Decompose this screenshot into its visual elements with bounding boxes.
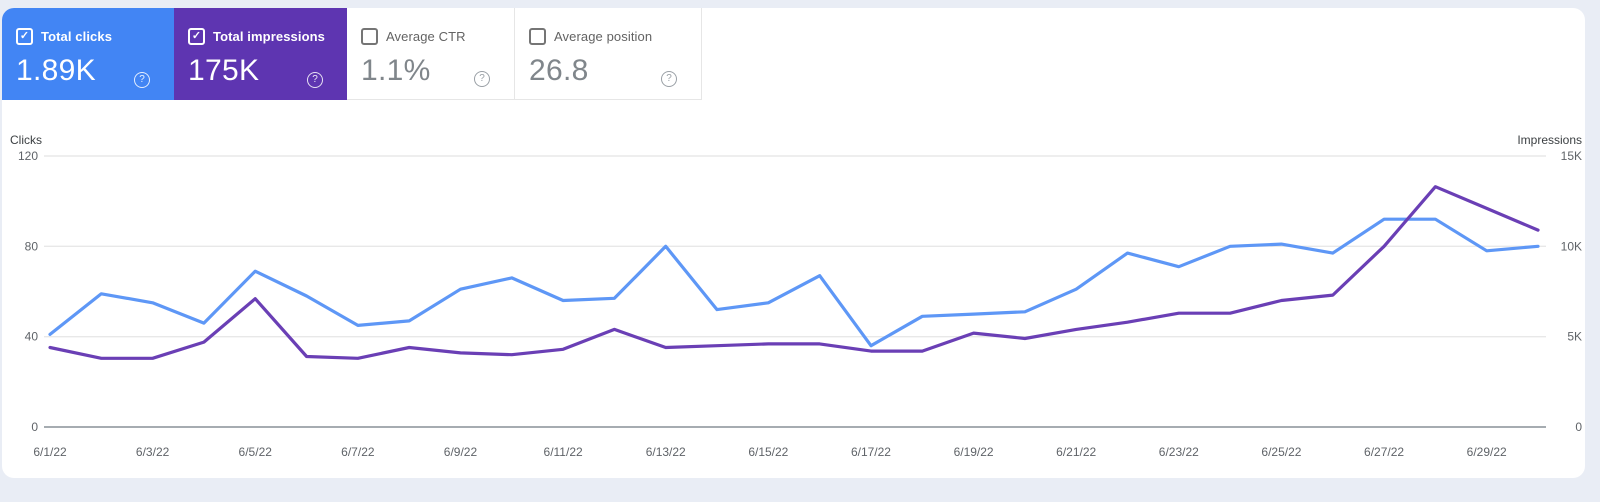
- card-label: Average CTR: [386, 29, 466, 44]
- card-label: Total clicks: [41, 29, 113, 44]
- metric-cards-row: ✓ Total clicks 1.89K ? ✓ Total impressio…: [2, 8, 1585, 100]
- card-label: Total impressions: [213, 29, 325, 44]
- help-icon[interactable]: ?: [661, 71, 677, 87]
- total-clicks-value: 1.89K: [16, 54, 96, 87]
- card-label: Average position: [554, 29, 653, 44]
- metric-card-total-impressions[interactable]: ✓ Total impressions 175K ?: [174, 8, 347, 100]
- total-impressions-value: 175K: [188, 54, 260, 87]
- average-position-value: 26.8: [529, 54, 589, 87]
- help-icon[interactable]: ?: [474, 71, 490, 87]
- performance-panel: ✓ Total clicks 1.89K ? ✓ Total impressio…: [2, 8, 1585, 478]
- card-head: Average CTR: [361, 28, 500, 45]
- help-icon[interactable]: ?: [307, 72, 323, 88]
- card-head: ✓ Total clicks: [16, 28, 160, 45]
- card-head: Average position: [529, 28, 687, 45]
- average-position-checkbox-icon[interactable]: [529, 28, 546, 45]
- metric-card-average-ctr[interactable]: Average CTR 1.1% ?: [347, 8, 515, 100]
- card-head: ✓ Total impressions: [188, 28, 333, 45]
- help-icon[interactable]: ?: [134, 72, 150, 88]
- total-clicks-checkbox-icon[interactable]: ✓: [16, 28, 33, 45]
- metric-card-total-clicks[interactable]: ✓ Total clicks 1.89K ?: [2, 8, 174, 100]
- total-impressions-checkbox-icon[interactable]: ✓: [188, 28, 205, 45]
- average-ctr-value: 1.1%: [361, 54, 431, 87]
- metric-card-average-position[interactable]: Average position 26.8 ?: [515, 8, 702, 100]
- average-ctr-checkbox-icon[interactable]: [361, 28, 378, 45]
